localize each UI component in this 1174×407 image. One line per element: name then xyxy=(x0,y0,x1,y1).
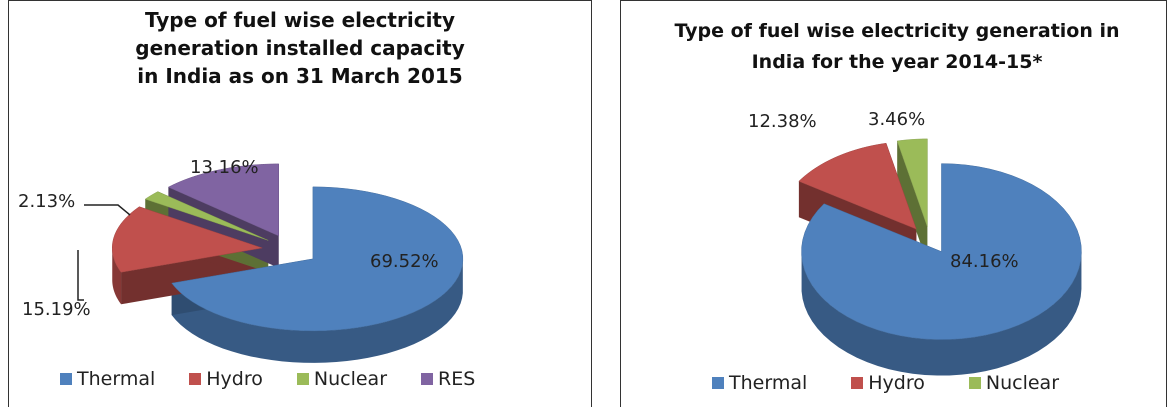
chart-frame xyxy=(8,0,592,407)
legend-swatch xyxy=(296,373,309,385)
legend-swatch xyxy=(851,377,864,389)
legend-item: Thermal xyxy=(60,368,155,390)
legend-swatch xyxy=(189,373,202,385)
slice xyxy=(167,163,280,237)
legend-label: RES xyxy=(438,368,476,390)
legend-label: Nuclear xyxy=(985,372,1059,394)
legend-label: Thermal xyxy=(729,372,808,394)
slice xyxy=(111,206,263,273)
slice xyxy=(896,138,928,227)
legend-swatch xyxy=(968,377,981,389)
legend-item: Thermal xyxy=(712,372,807,394)
legend-item: Nuclear xyxy=(968,372,1059,394)
slice-side xyxy=(112,247,122,305)
slice xyxy=(171,186,464,332)
legend-label: Thermal xyxy=(77,368,156,390)
chart-title: Type of fuel wise electricity generation… xyxy=(135,8,465,88)
slice xyxy=(144,191,269,241)
data-label: 84.16% xyxy=(950,251,1019,272)
chart-frame xyxy=(620,0,1167,407)
data-label: 13.16% xyxy=(190,157,259,178)
leader-line xyxy=(84,204,131,216)
data-label: 69.52% xyxy=(370,251,439,272)
legend-item: Hydro xyxy=(851,372,925,394)
legend-label: Hydro xyxy=(206,368,263,390)
legend-label: Nuclear xyxy=(313,368,387,390)
legend-item: RES xyxy=(421,368,475,390)
slice-side xyxy=(801,252,1082,376)
legend-item: Hydro xyxy=(189,368,263,390)
slice xyxy=(798,142,917,230)
slice-edge xyxy=(897,140,928,263)
leader-line xyxy=(77,250,84,301)
legend-swatch xyxy=(421,373,433,385)
legend-item: Nuclear xyxy=(296,368,387,390)
data-label: 12.38% xyxy=(748,111,817,132)
chart-title: Type of fuel wise electricity generation… xyxy=(674,20,1120,73)
legend-swatch xyxy=(60,373,72,385)
data-label: 3.46% xyxy=(868,109,925,130)
data-label: 2.13% xyxy=(18,191,75,212)
slice xyxy=(801,163,1082,340)
legend-swatch xyxy=(712,377,724,389)
legend: Thermal Hydro Nuclear RES xyxy=(60,368,475,390)
legend: Thermal Hydro Nuclear xyxy=(712,372,1059,394)
data-label: 15.19% xyxy=(22,299,91,320)
legend-label: Hydro xyxy=(868,372,925,394)
slice-side xyxy=(171,261,463,363)
